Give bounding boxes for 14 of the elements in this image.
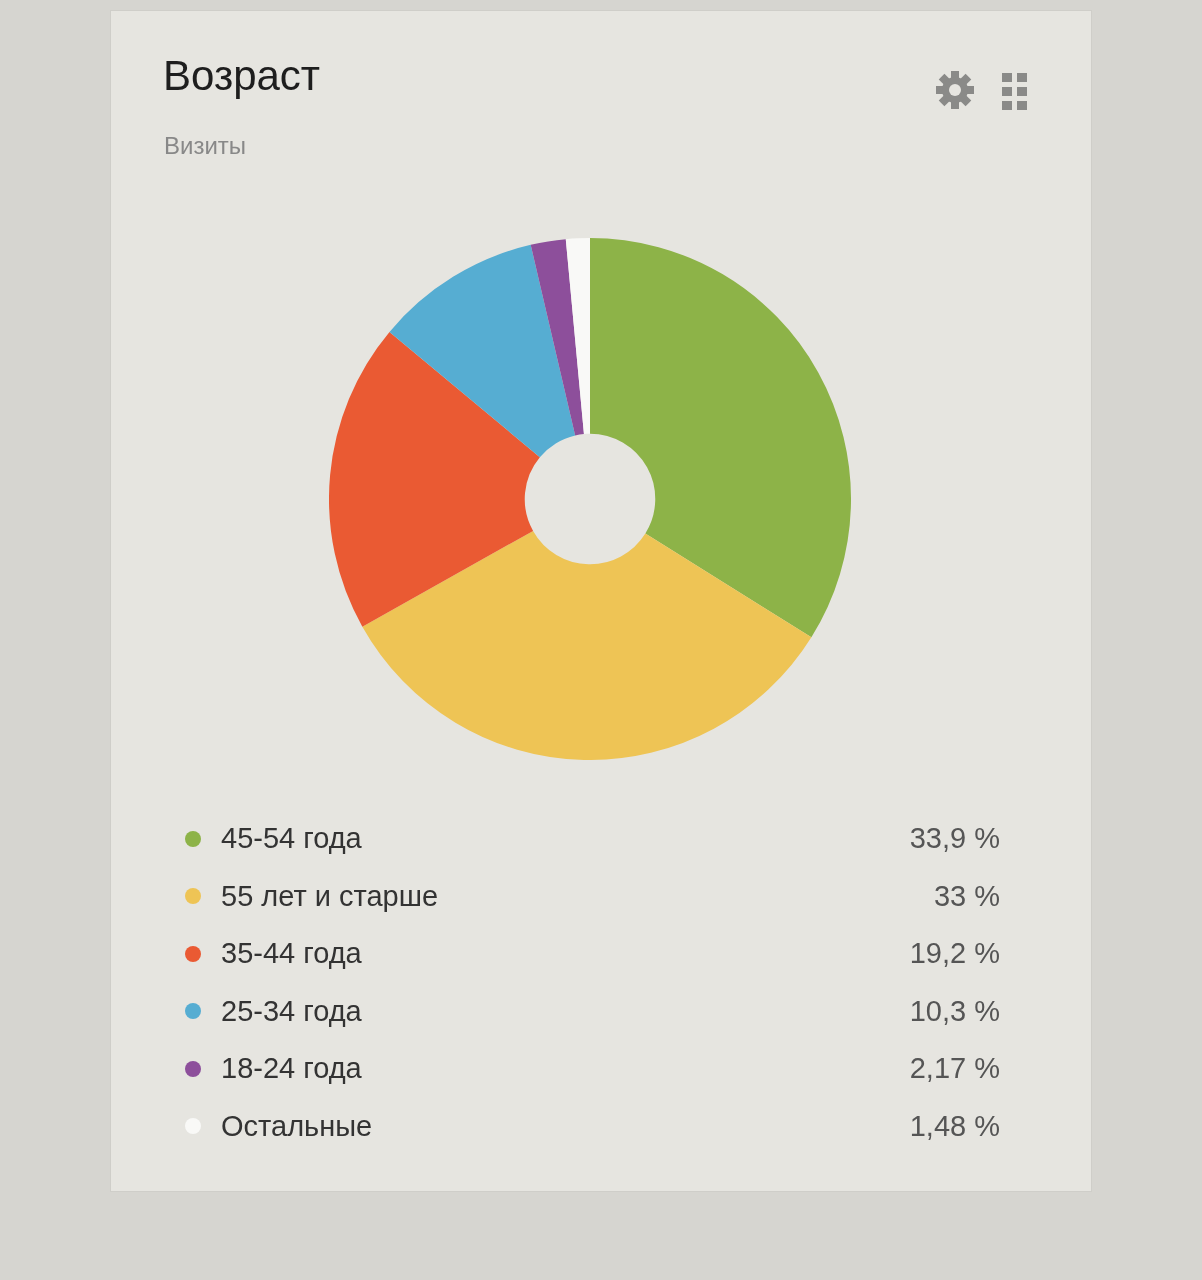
legend-label: 35-44 года bbox=[221, 937, 363, 971]
legend-label: 18-24 года bbox=[221, 1052, 363, 1086]
data-label: 1,48 % bbox=[909, 1109, 1000, 1143]
legend-label: 25-34 года bbox=[221, 994, 363, 1028]
chart-subtitle: Визиты bbox=[164, 132, 247, 160]
legend-label: 45-54 года bbox=[221, 822, 363, 856]
data-label: 2,17 % bbox=[909, 1052, 1000, 1086]
data-label: 33 % bbox=[933, 879, 1000, 913]
data-label: 19,2 % bbox=[909, 937, 1000, 971]
legend-label: Остальные bbox=[221, 1109, 374, 1143]
data-label: 33,9 % bbox=[909, 822, 1000, 856]
legend-label: 55 лет и старше bbox=[221, 879, 440, 913]
chart-title: Возраст bbox=[163, 52, 321, 100]
data-label: 10,3 % bbox=[909, 994, 1000, 1028]
